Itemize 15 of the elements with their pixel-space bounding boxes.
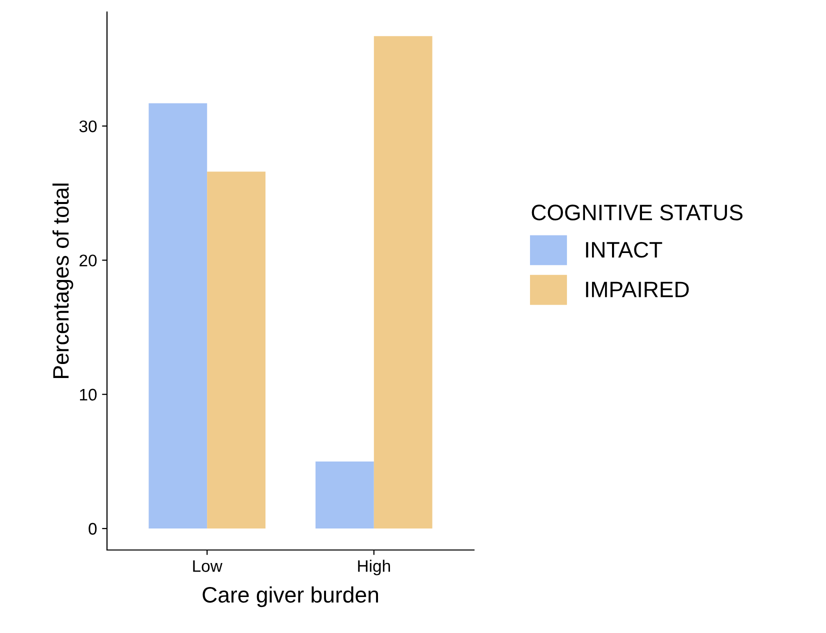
y-tick-label: 30 xyxy=(79,120,97,132)
legend-label: IMPAIRED xyxy=(586,282,689,298)
x-tick-label: High xyxy=(358,560,390,576)
bar xyxy=(316,461,374,529)
x-axis-title: Care giver burden xyxy=(202,586,378,608)
y-tick-label: 0 xyxy=(88,522,97,535)
legend-title: COGNITIVE STATUS xyxy=(532,204,742,220)
bar xyxy=(148,103,208,529)
bar xyxy=(374,36,432,529)
legend-label: INTACT xyxy=(586,242,662,258)
y-tick-label: 10 xyxy=(80,388,97,401)
x-tick-label: Low xyxy=(193,560,222,572)
y-tick-label: 20 xyxy=(80,254,97,266)
y-axis-title: Percentages of total xyxy=(52,184,74,378)
bar xyxy=(207,172,266,529)
